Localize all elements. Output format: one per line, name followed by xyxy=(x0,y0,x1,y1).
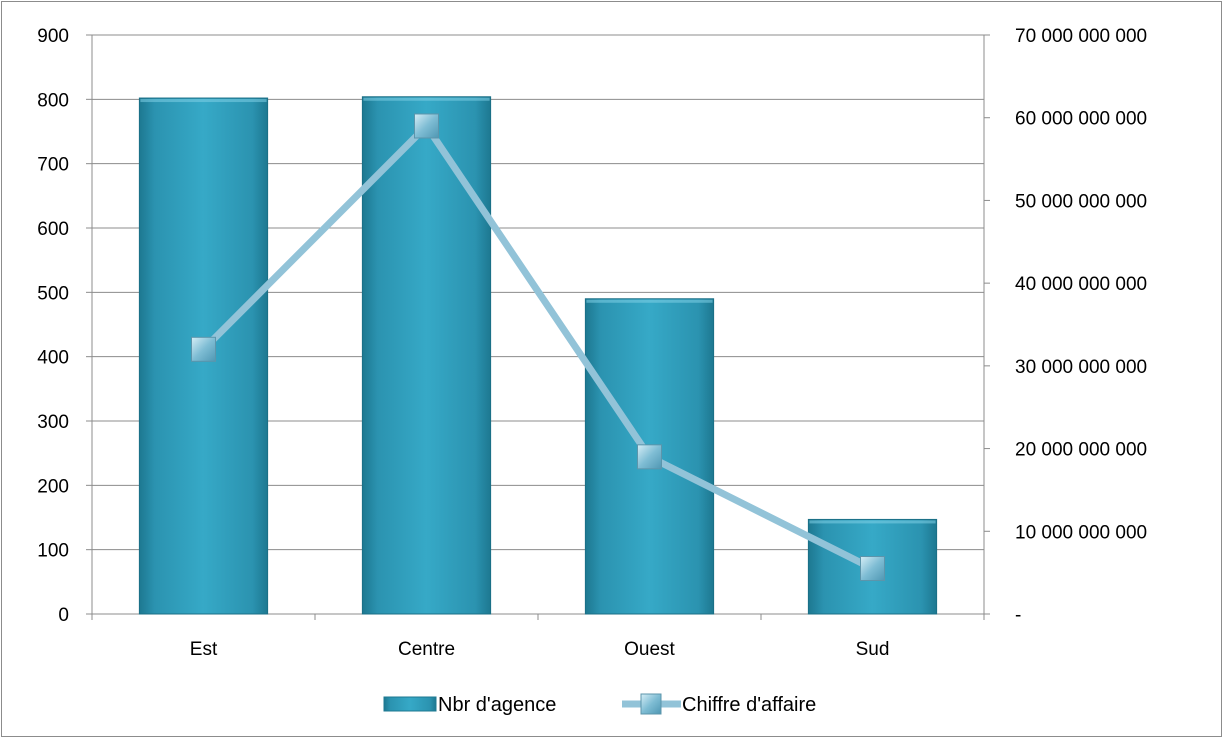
bar-highlight xyxy=(363,97,490,101)
line-point xyxy=(191,336,216,362)
right-tick-label: 40 000 000 000 xyxy=(1015,274,1147,295)
legend: Nbr d'agence Chiffre d'affaire xyxy=(383,693,816,716)
x-tick-label: Centre xyxy=(398,639,455,660)
legend-label-bar: Nbr d'agence xyxy=(438,694,556,716)
series-line xyxy=(201,122,875,572)
left-axis-ticks: 0 100 200 300 400 500 600 700 800 900 xyxy=(37,26,69,626)
left-tick-label: 400 xyxy=(37,348,69,369)
line-point xyxy=(637,444,662,470)
line-point xyxy=(414,113,439,139)
right-tick-label: 60 000 000 000 xyxy=(1015,109,1147,130)
left-tick-label: 300 xyxy=(37,412,69,433)
right-axis-ticks: - 10 000 000 000 20 000 000 000 30 000 000 … xyxy=(1015,26,1147,626)
right-tick-label: 30 000 000 000 xyxy=(1015,357,1147,378)
x-tick-label: Sud xyxy=(856,639,890,660)
left-tick-label: 700 xyxy=(37,155,69,176)
right-tick-label: - xyxy=(1015,605,1021,626)
bar-highlight xyxy=(586,299,713,303)
right-tick-label: 10 000 000 000 xyxy=(1015,522,1147,543)
left-tick-label: 800 xyxy=(37,90,69,111)
left-tick-label: 900 xyxy=(37,26,69,47)
left-tick-label: 100 xyxy=(37,541,69,562)
bar-highlight xyxy=(809,520,936,524)
left-tick-label: 0 xyxy=(58,605,69,626)
legend-swatch-bar xyxy=(383,696,437,712)
x-tick-label: Est xyxy=(190,639,218,660)
bar-highlight xyxy=(140,99,267,103)
x-axis-ticks: Est Centre Ouest Sud xyxy=(190,639,890,660)
right-tick-label: 20 000 000 000 xyxy=(1015,440,1147,461)
right-tick-label: 70 000 000 000 xyxy=(1015,26,1147,47)
legend-swatch-marker xyxy=(640,693,662,715)
right-tick-label: 50 000 000 000 xyxy=(1015,191,1147,212)
line-point xyxy=(860,556,885,582)
bar xyxy=(361,96,492,615)
x-tick-label: Ouest xyxy=(624,639,675,660)
bar-series xyxy=(138,96,938,615)
left-tick-label: 500 xyxy=(37,283,69,304)
left-tick-label: 200 xyxy=(37,476,69,497)
legend-label-line: Chiffre d'affaire xyxy=(682,694,816,716)
left-tick-label: 600 xyxy=(37,219,69,240)
line-series xyxy=(191,113,885,582)
